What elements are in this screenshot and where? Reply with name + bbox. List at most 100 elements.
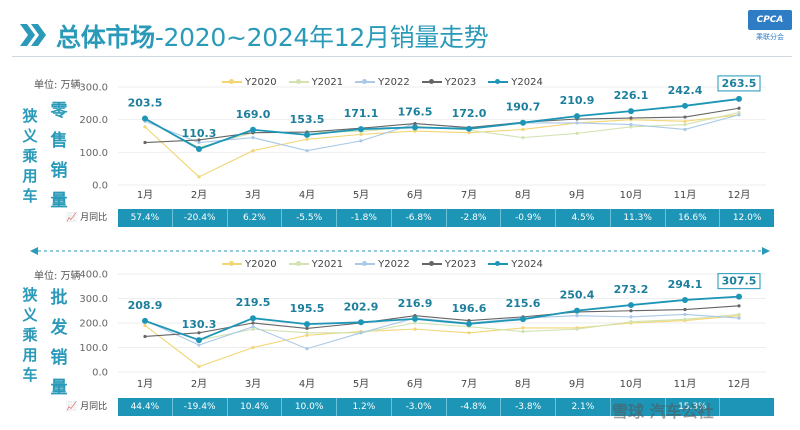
metric-title-retail: 零售销量 bbox=[50, 101, 68, 211]
data-point-y2020 bbox=[197, 365, 201, 369]
title-bold: 总体市场 bbox=[56, 23, 155, 52]
data-point-y2022 bbox=[683, 127, 687, 132]
chevron-right-icon bbox=[20, 24, 46, 46]
legend-item-y2021: Y2021 bbox=[288, 77, 344, 88]
legend-item-y2023: Y2023 bbox=[421, 259, 476, 270]
yoy-cell: -5.5% bbox=[282, 209, 337, 227]
y-tick-label: 100.0 bbox=[79, 343, 108, 354]
legend-marker bbox=[229, 261, 234, 266]
data-label: 208.9 bbox=[128, 299, 163, 312]
data-point-y2024 bbox=[304, 131, 310, 138]
wholesale-line-chart: 0.0 100.0 200.0 300.0 400.0 1月 2月 3月 4月 5月 6月 7月 8月 9… bbox=[79, 270, 766, 390]
data-point-y2024 bbox=[628, 302, 634, 309]
data-label: 169.0 bbox=[236, 108, 271, 121]
x-tick-label: 9月 bbox=[569, 378, 585, 390]
legend-marker bbox=[362, 79, 368, 84]
data-label: 242.4 bbox=[668, 84, 703, 97]
legend-item-y2020: Y2020 bbox=[222, 77, 277, 88]
legend-swatch bbox=[222, 261, 242, 266]
legend-label: Y2021 bbox=[311, 77, 344, 88]
data-point-y2021 bbox=[683, 122, 687, 127]
series-line-y2023 bbox=[144, 305, 740, 338]
data-point-y2022 bbox=[305, 149, 309, 153]
yoy-cell: -4.8% bbox=[447, 398, 502, 416]
yoy-cell: 1.2% bbox=[337, 398, 392, 416]
legend-swatch bbox=[355, 79, 376, 84]
data-point-y2023 bbox=[197, 331, 201, 335]
data-label: 195.5 bbox=[290, 302, 325, 315]
x-tick-label: 9月 bbox=[569, 189, 585, 201]
data-point-y2024 bbox=[574, 113, 580, 120]
data-label: 171.1 bbox=[344, 107, 379, 120]
legend-item-y2020: Y2020 bbox=[222, 259, 277, 270]
yoy-label-text: 月同比 bbox=[80, 213, 108, 223]
yoy-cells-wholesale: 44.4% -19.4% 10.4% 10.0% 1.2% -3.0% -4.8% -3.8%… bbox=[118, 398, 774, 416]
y-tick-label: 300.0 bbox=[79, 83, 108, 94]
x-tick-label: 1月 bbox=[137, 189, 153, 201]
data-point-y2020 bbox=[251, 345, 255, 350]
legend-swatch bbox=[288, 79, 309, 84]
data-point-y2021 bbox=[575, 131, 579, 135]
data-point-y2024 bbox=[196, 145, 202, 152]
data-point-y2023 bbox=[683, 115, 687, 119]
data-label: 110.3 bbox=[182, 127, 217, 140]
data-point-y2020 bbox=[143, 323, 147, 328]
yoy-cell: 12.0% bbox=[732, 213, 762, 223]
section-divider bbox=[30, 247, 770, 255]
yoy-label-wholesale: 📈 月同比 bbox=[66, 402, 108, 412]
yoy-cell: -3.8% bbox=[501, 398, 556, 416]
x-tick-label: 10月 bbox=[620, 378, 643, 390]
page-title: 总体市场-2020~2024年12月销量走势 bbox=[56, 18, 489, 54]
legend-item-y2022: Y2022 bbox=[355, 259, 410, 270]
data-point-y2020 bbox=[467, 331, 471, 335]
data-point-y2024 bbox=[412, 315, 418, 322]
data-point-y2024 bbox=[412, 124, 418, 131]
y-tick-label: 300.0 bbox=[79, 294, 108, 305]
yoy-cell: 15.3% bbox=[666, 398, 721, 416]
y-tick-label: 200.0 bbox=[79, 319, 108, 330]
data-label: 226.1 bbox=[614, 89, 649, 102]
data-point-y2023 bbox=[197, 138, 201, 142]
yoy-label-retail: 📈 月同比 bbox=[66, 213, 108, 223]
yoy-cell: -0.9% bbox=[501, 209, 556, 227]
legend-label: Y2024 bbox=[511, 259, 543, 270]
data-point-y2020 bbox=[413, 129, 417, 133]
legend-item-y2023: Y2023 bbox=[421, 77, 476, 88]
data-point-y2024 bbox=[142, 115, 148, 122]
data-label: 294.1 bbox=[668, 278, 703, 291]
x-tick-label: 7月 bbox=[461, 378, 477, 390]
legend-retail: Y2020 Y2021 Y2022 Y2023 Y2024 bbox=[222, 77, 555, 88]
data-point-y2022 bbox=[251, 325, 255, 329]
data-point-y2024 bbox=[250, 315, 256, 322]
data-point-y2020 bbox=[683, 119, 687, 123]
data-point-y2021 bbox=[737, 110, 741, 115]
market-title-retail: 狭义乘用车 bbox=[22, 107, 38, 205]
series-line-y2020 bbox=[144, 315, 740, 368]
legend-marker bbox=[295, 79, 301, 84]
yoy-cell: 16.6% bbox=[666, 209, 721, 227]
series-line-y2022 bbox=[144, 313, 740, 350]
data-point-y2023 bbox=[251, 321, 255, 325]
data-point-y2020 bbox=[305, 137, 309, 141]
data-point-y2023 bbox=[683, 307, 687, 312]
highlight-box bbox=[717, 75, 761, 92]
legend-wholesale: Y2020 Y2021 Y2022 Y2023 Y2024 bbox=[222, 259, 555, 270]
data-label: 130.3 bbox=[182, 318, 217, 331]
data-point-y2024 bbox=[250, 126, 256, 133]
data-point-y2022 bbox=[629, 315, 633, 319]
data-point-y2020 bbox=[359, 132, 363, 136]
yoy-cells-retail: 57.4% -20.4% 6.2% -5.5% -1.8% -6.8% -2.8% -0.9%… bbox=[118, 209, 774, 227]
data-point-y2024 bbox=[466, 320, 472, 327]
legend-swatch bbox=[355, 261, 376, 266]
header: 总体市场-2020~2024年12月销量走势 CPCA 乘联分会 bbox=[0, 0, 800, 60]
header-rule bbox=[12, 56, 792, 57]
data-point-y2023 bbox=[737, 106, 741, 110]
series-line-y2024 bbox=[144, 295, 740, 342]
data-point-y2024 bbox=[682, 102, 688, 109]
yoy-cell: 57.4% bbox=[118, 209, 173, 227]
legend-item-y2024: Y2024 bbox=[488, 259, 543, 270]
highlight-box bbox=[717, 273, 761, 290]
data-point-y2020 bbox=[251, 149, 255, 153]
yoy-cell bbox=[720, 398, 774, 416]
